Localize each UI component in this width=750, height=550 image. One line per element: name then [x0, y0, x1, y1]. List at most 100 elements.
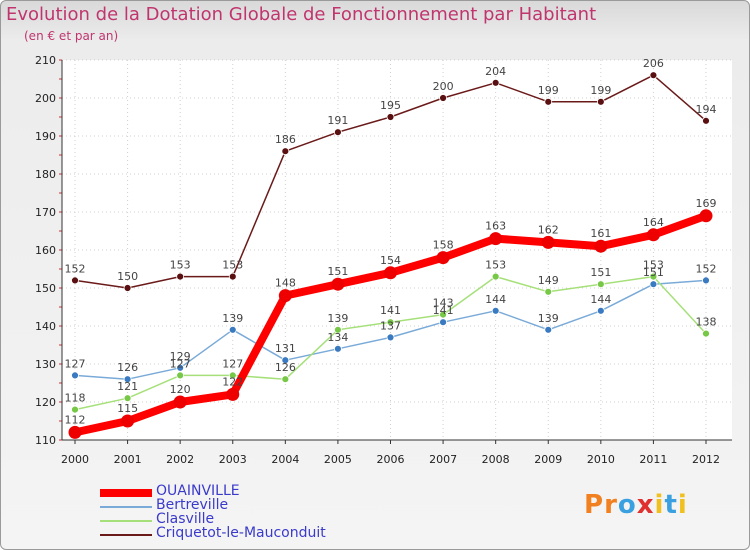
y-tick-label: 200: [35, 92, 56, 105]
legend-label: Bertreville: [156, 497, 229, 513]
data-label: 199: [538, 84, 559, 97]
data-label: 120: [170, 383, 191, 396]
y-tick-label: 120: [35, 396, 56, 409]
data-point: [228, 371, 237, 380]
data-point: [334, 128, 342, 137]
data-point: [228, 325, 237, 334]
data-point: [439, 310, 447, 319]
x-tick-label: 2002: [166, 453, 194, 466]
data-point: [386, 333, 395, 342]
x-tick-label: 2003: [219, 453, 247, 466]
data-label: 154: [380, 254, 401, 267]
data-label: 148: [275, 277, 296, 290]
y-tick-label: 190: [35, 130, 56, 143]
data-label: 152: [65, 262, 86, 275]
data-label: 127: [222, 357, 243, 370]
data-label: 129: [170, 350, 191, 363]
data-point: [176, 272, 185, 281]
data-point: [439, 318, 447, 327]
data-label: 151: [643, 266, 664, 279]
data-label: 122: [222, 375, 243, 388]
data-label: 153: [485, 259, 506, 272]
data-point: [228, 272, 237, 281]
data-point: [176, 363, 185, 372]
logo-letter: P: [584, 490, 605, 520]
data-label: 144: [485, 293, 506, 306]
data-point: [702, 116, 710, 125]
data-label: 126: [275, 361, 296, 374]
data-label: 153: [643, 259, 664, 272]
x-tick-label: 2011: [639, 453, 667, 466]
logo-letter: i: [654, 490, 665, 520]
data-point: [121, 414, 135, 428]
data-label: 150: [117, 270, 138, 283]
data-point: [541, 235, 555, 249]
x-tick-label: 2008: [482, 453, 510, 466]
data-point: [439, 94, 447, 102]
data-point: [544, 325, 553, 334]
x-tick-label: 2004: [271, 453, 299, 466]
data-point: [491, 306, 500, 315]
logo-letter: x: [636, 490, 655, 520]
plot-area: [62, 60, 732, 440]
data-point: [176, 371, 185, 380]
data-point: [491, 272, 500, 281]
data-label: 200: [433, 80, 454, 93]
data-label: 143: [433, 297, 454, 310]
legend-swatch: [100, 520, 152, 522]
y-tick-label: 160: [35, 244, 56, 257]
x-tick-label: 2012: [692, 453, 720, 466]
data-label: 153: [170, 259, 191, 272]
data-point: [334, 344, 342, 353]
y-tick-label: 130: [35, 358, 56, 371]
data-point: [281, 147, 290, 156]
legend-swatch: [100, 489, 152, 497]
data-point: [649, 272, 658, 281]
data-label: 141: [433, 304, 454, 317]
data-point: [331, 277, 345, 291]
data-label: 134: [327, 331, 348, 344]
y-tick-label: 180: [35, 168, 56, 181]
data-label: 151: [590, 266, 611, 279]
x-tick-label: 2001: [114, 453, 142, 466]
data-label: 139: [327, 312, 348, 325]
data-label: 186: [275, 133, 296, 146]
data-point: [649, 71, 658, 80]
data-label: 141: [380, 304, 401, 317]
data-label: 137: [380, 319, 401, 332]
data-label: 127: [170, 357, 191, 370]
data-label: 191: [327, 114, 348, 127]
data-point: [646, 228, 660, 242]
data-point: [123, 375, 132, 384]
data-point: [334, 325, 342, 334]
data-label: 112: [65, 413, 86, 426]
data-label: 194: [696, 103, 717, 116]
logo-letter: o: [617, 490, 637, 520]
data-label: 126: [117, 361, 138, 374]
data-label: 163: [485, 220, 506, 233]
data-point: [71, 276, 79, 285]
x-tick-label: 2007: [429, 453, 457, 466]
x-tick-label: 2000: [61, 453, 89, 466]
data-point: [436, 251, 450, 265]
data-label: 118: [65, 392, 86, 405]
data-point: [596, 280, 605, 289]
data-point: [123, 284, 132, 292]
legend-swatch: [100, 506, 152, 508]
data-label: 158: [433, 239, 454, 252]
chart-title: Evolution de la Dotation Globale de Fonc…: [6, 4, 597, 25]
data-label: 115: [117, 402, 138, 415]
x-tick-label: 2010: [587, 453, 615, 466]
data-label: 195: [380, 99, 401, 112]
data-point: [594, 239, 608, 253]
data-point: [596, 306, 605, 315]
data-label: 151: [327, 265, 348, 278]
data-label: 121: [117, 380, 138, 393]
data-label: 153: [222, 259, 243, 272]
data-point: [489, 232, 503, 246]
data-label: 162: [538, 223, 559, 236]
y-tick-label: 170: [35, 206, 56, 219]
data-label: 199: [590, 84, 611, 97]
data-point: [386, 318, 395, 327]
